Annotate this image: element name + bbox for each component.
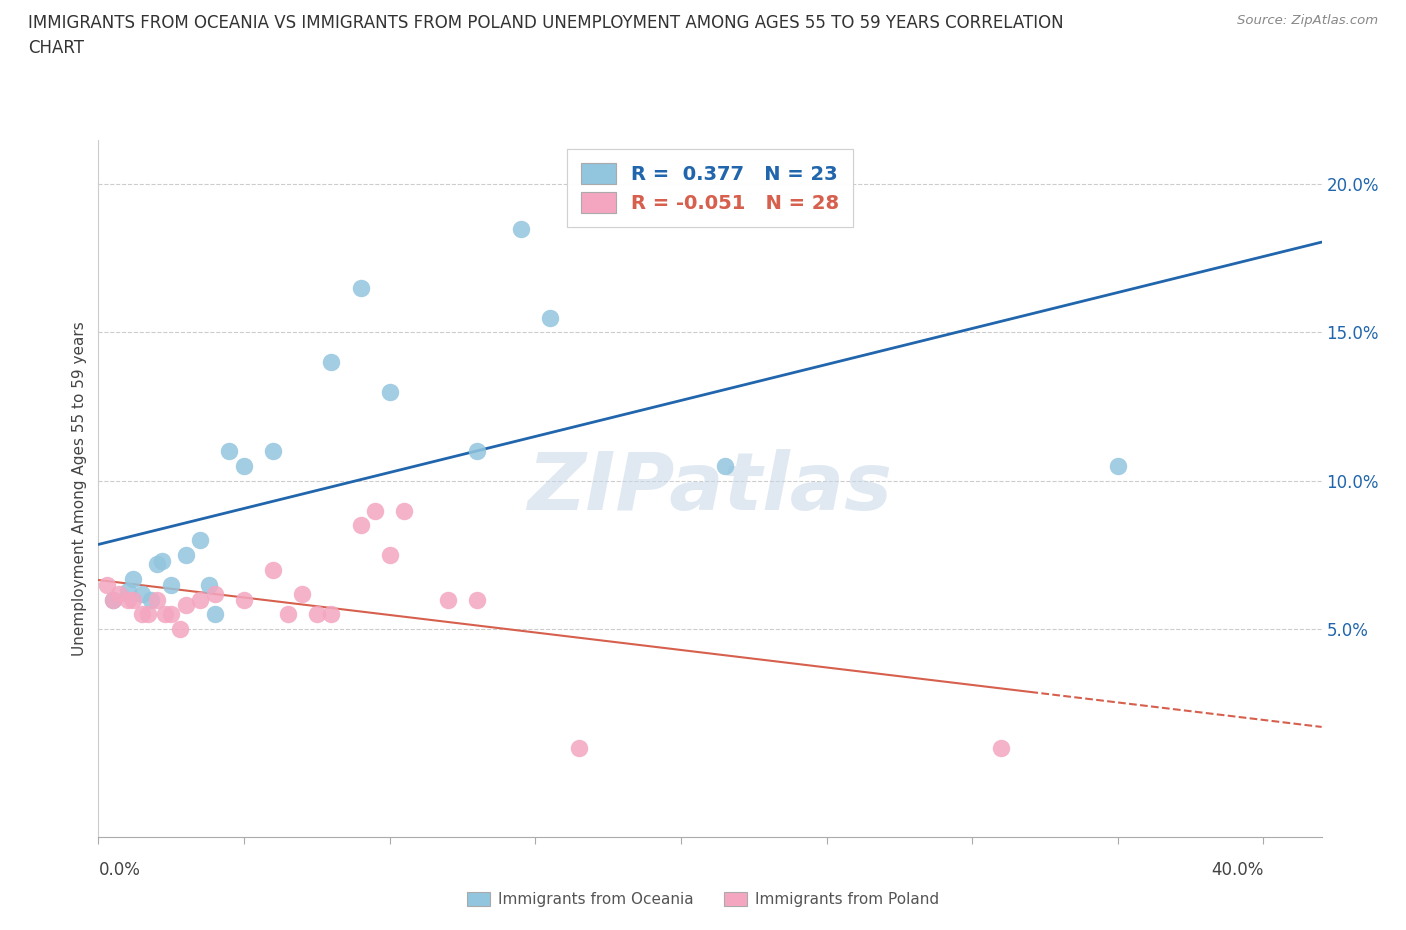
Point xyxy=(291,586,314,601)
Point xyxy=(152,553,174,568)
Point xyxy=(392,503,416,518)
Point xyxy=(713,458,735,473)
Point xyxy=(465,444,488,458)
Text: 0.0%: 0.0% xyxy=(98,861,141,879)
Legend: Immigrants from Oceania, Immigrants from Poland: Immigrants from Oceania, Immigrants from… xyxy=(461,885,945,913)
Point xyxy=(378,548,401,563)
Text: 40.0%: 40.0% xyxy=(1211,861,1264,879)
Point xyxy=(174,598,197,613)
Point xyxy=(101,592,124,607)
Legend: R =  0.377   N = 23, R = -0.051   N = 28: R = 0.377 N = 23, R = -0.051 N = 28 xyxy=(567,149,853,227)
Point xyxy=(538,310,561,325)
Text: IMMIGRANTS FROM OCEANIA VS IMMIGRANTS FROM POLAND UNEMPLOYMENT AMONG AGES 55 TO : IMMIGRANTS FROM OCEANIA VS IMMIGRANTS FR… xyxy=(28,14,1064,32)
Point xyxy=(160,578,183,592)
Point xyxy=(117,583,139,598)
Point xyxy=(169,622,191,637)
Point xyxy=(465,592,488,607)
Point xyxy=(101,592,124,607)
Y-axis label: Unemployment Among Ages 55 to 59 years: Unemployment Among Ages 55 to 59 years xyxy=(72,321,87,656)
Point xyxy=(277,607,299,622)
Point xyxy=(145,592,167,607)
Point xyxy=(131,586,153,601)
Point xyxy=(160,607,183,622)
Point xyxy=(349,281,371,296)
Point xyxy=(145,556,167,571)
Point xyxy=(204,607,226,622)
Point xyxy=(174,548,197,563)
Point xyxy=(139,592,162,607)
Text: ZIPatlas: ZIPatlas xyxy=(527,449,893,527)
Point xyxy=(218,444,240,458)
Point xyxy=(364,503,387,518)
Point xyxy=(378,384,401,399)
Point xyxy=(990,740,1012,755)
Point xyxy=(233,458,256,473)
Point xyxy=(198,578,221,592)
Point xyxy=(262,444,284,458)
Point xyxy=(122,592,145,607)
Point xyxy=(131,607,153,622)
Point xyxy=(188,533,212,548)
Point xyxy=(122,571,145,586)
Point xyxy=(233,592,256,607)
Point xyxy=(1107,458,1129,473)
Point xyxy=(262,563,284,578)
Point xyxy=(349,518,371,533)
Point xyxy=(117,592,139,607)
Point xyxy=(305,607,328,622)
Text: CHART: CHART xyxy=(28,39,84,57)
Point xyxy=(509,221,531,236)
Point xyxy=(96,578,118,592)
Point xyxy=(321,354,343,369)
Point xyxy=(136,607,159,622)
Text: Source: ZipAtlas.com: Source: ZipAtlas.com xyxy=(1237,14,1378,27)
Point xyxy=(108,586,131,601)
Point xyxy=(568,740,591,755)
Point xyxy=(321,607,343,622)
Point xyxy=(204,586,226,601)
Point xyxy=(188,592,212,607)
Point xyxy=(437,592,460,607)
Point xyxy=(155,607,177,622)
